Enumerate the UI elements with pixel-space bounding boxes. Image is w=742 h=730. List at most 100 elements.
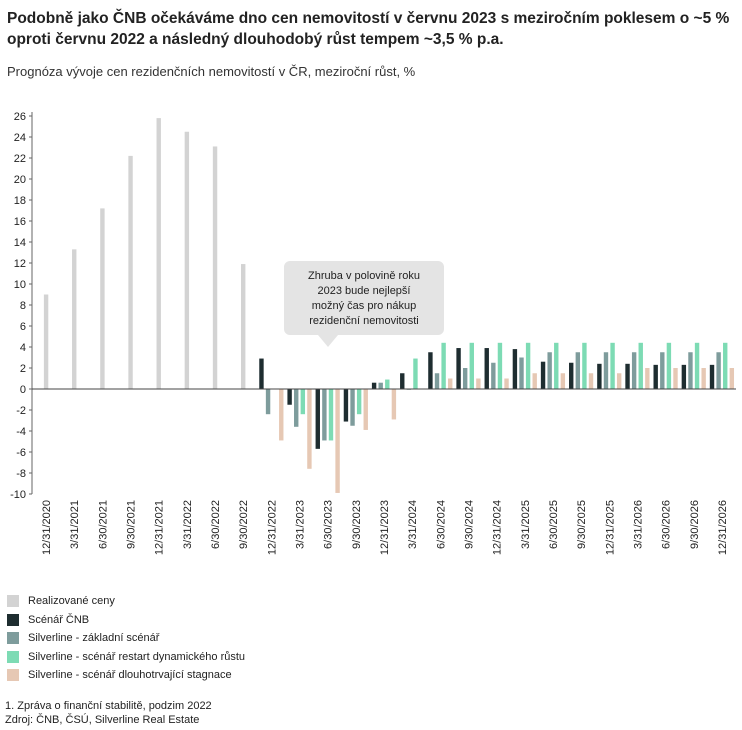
y-tick-label: 4 (20, 342, 26, 354)
y-tick-label: 12 (14, 258, 26, 270)
x-tick-label: 6/30/2021 (97, 500, 109, 549)
callout-text: rezidenční nemovitosti (309, 315, 418, 327)
bar (532, 373, 537, 389)
bar (469, 342, 474, 389)
bar (645, 368, 650, 389)
bar (279, 389, 284, 441)
bar (673, 368, 678, 389)
bar (716, 352, 721, 389)
bar (259, 358, 264, 389)
bar (569, 362, 574, 389)
x-tick-label: 3/31/2022 (182, 500, 194, 549)
bar (371, 382, 377, 389)
bar (363, 389, 368, 430)
x-tick-label: 12/31/2021 (154, 500, 166, 555)
bar (294, 389, 299, 427)
x-tick-label: 9/30/2021 (126, 500, 138, 549)
legend-swatch (7, 669, 19, 682)
y-tick-label: 8 (20, 300, 26, 312)
bar (491, 362, 496, 389)
y-tick-label: 26 (14, 111, 26, 123)
bar (456, 348, 461, 389)
bar (504, 378, 509, 389)
bar (434, 373, 440, 389)
bar (462, 368, 468, 389)
chart-subtitle: Prognóza vývoje cen rezidenčních nemovit… (7, 64, 416, 79)
y-tick-label: -8 (16, 468, 26, 480)
bar (413, 358, 418, 389)
y-tick-label: 6 (20, 321, 26, 333)
bar (666, 342, 672, 389)
x-tick-label: 3/31/2024 (407, 500, 419, 549)
y-tick-label: 0 (20, 384, 26, 396)
bar (307, 389, 312, 469)
legend-label: Silverline - scénář dlouhotrvající stagn… (28, 669, 232, 682)
x-tick-label: 12/31/2026 (717, 500, 729, 555)
bar (72, 249, 77, 389)
chart-title: Podobně jako ČNB očekáváme dno cen nemov… (7, 10, 730, 48)
y-tick-label: 22 (14, 153, 26, 165)
x-tick-label: 12/31/2020 (41, 500, 53, 555)
bar-chart: -10-8-6-4-20246810121416182022242612/31/… (10, 111, 736, 555)
x-tick-label: 3/31/2026 (632, 500, 644, 549)
x-tick-label: 6/30/2024 (435, 500, 447, 549)
bar (378, 382, 383, 389)
bar (610, 342, 615, 389)
legend-label: Silverline - základní scénář (28, 632, 160, 645)
x-tick-label: 12/31/2025 (604, 500, 616, 555)
y-tick-label: -4 (16, 426, 26, 438)
bar (428, 352, 433, 389)
bar (660, 352, 665, 389)
bar (729, 368, 735, 389)
bar (265, 389, 271, 415)
bar (603, 352, 609, 389)
legend-swatch (7, 595, 19, 608)
bar (241, 264, 246, 389)
y-tick-label: 20 (14, 174, 26, 186)
callout-bubble (284, 261, 444, 347)
callout-text: 2023 bude nejlepší (318, 285, 411, 297)
bar (723, 342, 728, 389)
footnotes: 1. Zpráva o finanční stabilitě, podzim 2… (5, 699, 212, 727)
bar (519, 357, 524, 389)
bar (476, 378, 481, 389)
x-tick-label: 12/31/2023 (379, 500, 391, 555)
bar (512, 349, 518, 389)
bar (681, 364, 687, 389)
bar (653, 364, 658, 389)
y-tick-label: -2 (16, 405, 26, 417)
bar (638, 342, 643, 389)
bar (287, 389, 292, 405)
x-tick-label: 9/30/2024 (463, 500, 475, 549)
legend-label: Scénář ČNB (28, 613, 90, 626)
bar (616, 373, 622, 389)
bar (554, 342, 559, 389)
bar (335, 389, 340, 493)
y-tick-label: 2 (20, 363, 26, 375)
callout-text: Zhruba v polovině roku (308, 270, 420, 282)
y-tick-label: -10 (10, 489, 26, 501)
y-tick-label: 18 (14, 195, 26, 207)
x-tick-label: 6/30/2023 (323, 500, 335, 549)
bar (184, 131, 190, 389)
bar (356, 389, 362, 415)
bar (588, 373, 594, 389)
bar (385, 379, 390, 389)
bar (343, 389, 349, 422)
bar (525, 342, 531, 389)
legend-item-stagnace: Silverline - scénář dlouhotrvající stagn… (7, 666, 245, 685)
legend-label: Silverline - scénář restart dynamického … (28, 650, 246, 663)
bar (688, 352, 693, 389)
x-tick-label: 9/30/2022 (238, 500, 250, 549)
bar (43, 294, 49, 389)
bar (156, 118, 161, 389)
bar (547, 352, 552, 389)
bar (701, 368, 706, 389)
bar (315, 389, 320, 449)
bar (582, 342, 587, 389)
footnote-source-1: 1. Zpráva o finanční stabilitě, podzim 2… (5, 700, 212, 712)
x-tick-label: 9/30/2026 (689, 500, 701, 549)
x-tick-label: 3/31/2023 (295, 500, 307, 549)
x-tick-label: 6/30/2026 (661, 500, 673, 549)
x-tick-label: 12/31/2022 (266, 500, 278, 555)
